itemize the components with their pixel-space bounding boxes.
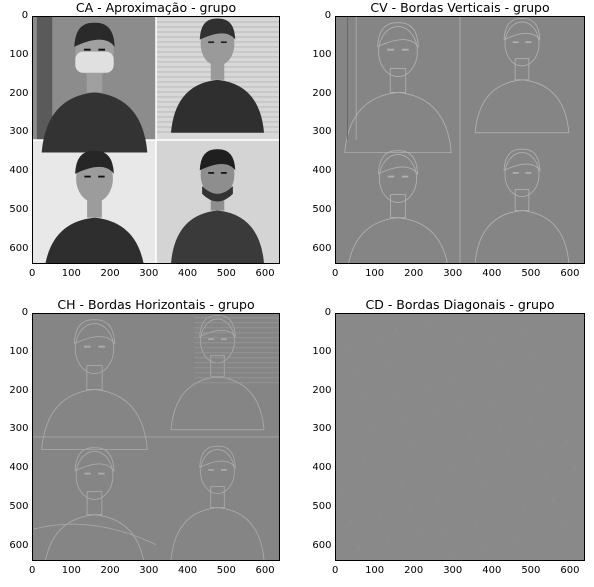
subplot-title: CH - Bordas Horizontais - grupo <box>57 297 255 312</box>
y-tick-label: 400 <box>312 462 332 473</box>
image-horizontal-edges <box>33 314 279 560</box>
x-tick-label: 300 <box>139 565 159 576</box>
y-tick-label: 600 <box>9 539 29 551</box>
y-tick-label: 500 <box>312 500 332 512</box>
x-tick-label: 600 <box>255 565 275 576</box>
x-tick-label: 100 <box>365 268 385 279</box>
x-tick-label: 100 <box>61 565 81 576</box>
x-tick-label: 400 <box>482 268 502 279</box>
edge-background <box>336 314 584 560</box>
y-tick-label: 600 <box>312 539 332 551</box>
y-tick-label: 600 <box>312 242 332 254</box>
x-tick-label: 500 <box>216 565 236 576</box>
subplot-title: CA - Aproximação - grupo <box>75 0 237 15</box>
y-tick-label: 0 <box>324 10 332 21</box>
x-tick-label: 200 <box>404 268 424 279</box>
y-tick-label: 200 <box>9 384 29 396</box>
person-top-right <box>170 18 265 133</box>
y-tick-label: 0 <box>21 307 29 318</box>
x-tick-label: 500 <box>521 268 541 279</box>
x-tick-label: 200 <box>100 565 120 576</box>
y-tick-label: 200 <box>9 87 29 99</box>
y-tick-label: 100 <box>9 48 29 60</box>
x-tick-label: 400 <box>178 565 198 576</box>
x-tick-label: 500 <box>521 565 541 576</box>
x-tick-label: 600 <box>255 268 275 279</box>
y-tick-label: 400 <box>9 462 29 473</box>
y-tick-label: 100 <box>312 48 332 60</box>
x-tick-label: 0 <box>29 268 36 279</box>
x-tick-label: 100 <box>365 565 385 576</box>
y-tick-label: 100 <box>9 345 29 357</box>
image-axes <box>335 16 585 264</box>
y-tick-label: 300 <box>312 126 332 138</box>
x-tick-label: 400 <box>482 565 502 576</box>
x-tick-label: 600 <box>560 565 580 576</box>
subplot-title: CD - Bordas Diagonais - grupo <box>365 297 555 312</box>
edge-person-bottom-left <box>45 447 144 560</box>
y-tick-label: 400 <box>9 165 29 176</box>
x-tick-label: 500 <box>216 268 236 279</box>
subplot-title: CV - Bordas Verticais - grupo <box>370 0 550 15</box>
edge-person-bottom-right <box>474 148 570 263</box>
x-tick-label: 200 <box>404 565 424 576</box>
x-tick-label: 100 <box>61 268 81 279</box>
x-tick-label: 200 <box>100 268 120 279</box>
image-vertical-edges <box>336 17 584 263</box>
image-approximation <box>33 17 279 263</box>
y-tick-label: 100 <box>312 345 332 357</box>
x-tick-label: 0 <box>29 565 36 576</box>
image-axes <box>32 313 280 561</box>
person-bottom-left <box>45 150 144 263</box>
y-tick-label: 200 <box>312 87 332 99</box>
y-tick-label: 500 <box>9 500 29 512</box>
x-tick-label: 0 <box>332 565 339 576</box>
image-axes <box>32 16 280 264</box>
edge-person-top-left <box>41 319 148 450</box>
image-axes <box>335 313 585 561</box>
x-tick-label: 600 <box>560 268 580 279</box>
edge-person-bottom-right <box>170 445 265 560</box>
y-tick-label: 500 <box>9 203 29 215</box>
edge-person-top-left <box>344 22 452 153</box>
x-tick-label: 300 <box>139 268 159 279</box>
person-bottom-right <box>171 149 264 263</box>
x-tick-label: 300 <box>443 268 463 279</box>
y-tick-label: 300 <box>312 423 332 435</box>
x-tick-label: 0 <box>332 268 339 279</box>
y-tick-label: 200 <box>312 384 332 396</box>
x-tick-label: 300 <box>443 565 463 576</box>
y-tick-label: 0 <box>21 10 29 21</box>
y-tick-label: 500 <box>312 203 332 215</box>
x-tick-label: 400 <box>178 268 198 279</box>
image-diagonal-edges <box>336 314 584 560</box>
y-tick-label: 0 <box>324 307 332 318</box>
face-mask <box>75 51 114 73</box>
y-tick-label: 300 <box>9 423 29 435</box>
edge-person-bottom-left <box>348 150 448 263</box>
edge-person-top-right <box>474 18 570 134</box>
y-tick-label: 300 <box>9 126 29 138</box>
y-tick-label: 600 <box>9 242 29 254</box>
y-tick-label: 400 <box>312 165 332 176</box>
